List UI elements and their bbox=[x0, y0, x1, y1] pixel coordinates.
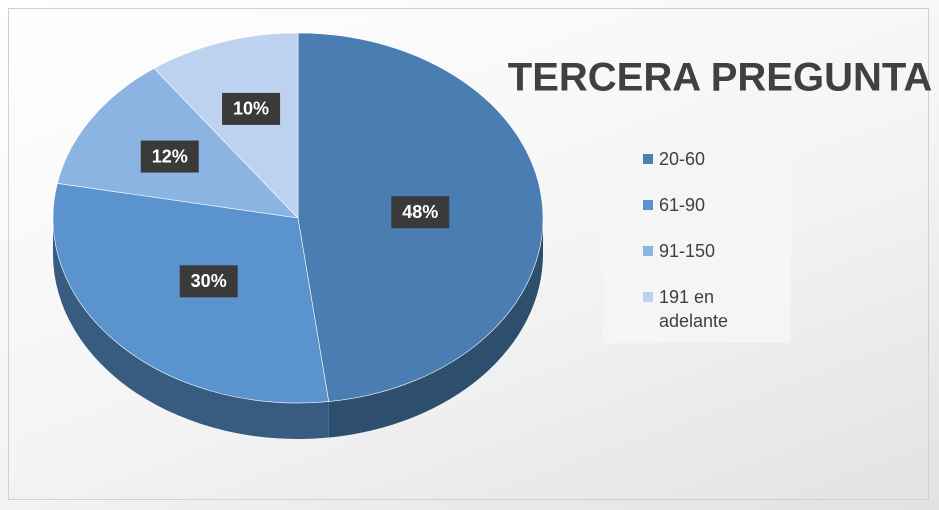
chart-frame bbox=[8, 8, 929, 500]
legend-item: 61-90 bbox=[643, 193, 791, 217]
pie-slices bbox=[52, 32, 544, 404]
legend-swatch bbox=[643, 154, 653, 164]
pie-side bbox=[53, 218, 329, 440]
legend-label: 91-150 bbox=[659, 241, 716, 261]
data-label: 12% bbox=[152, 146, 188, 166]
legend-item: 20-60 bbox=[643, 147, 791, 171]
pie-sides bbox=[53, 218, 543, 440]
legend-item: 91-150 bbox=[643, 239, 791, 263]
data-label-box bbox=[222, 92, 281, 125]
legend-label: 191 en adelante bbox=[659, 287, 729, 331]
legend-label: 61-90 bbox=[659, 195, 706, 215]
data-label-box bbox=[140, 140, 199, 173]
pie-side bbox=[328, 218, 543, 438]
data-label-box bbox=[391, 196, 450, 229]
pie-slice bbox=[153, 32, 299, 219]
data-label: 30% bbox=[191, 271, 227, 291]
legend-item: 191 en adelante bbox=[643, 285, 791, 333]
data-labels: 48% 30% 12% 10% bbox=[140, 92, 450, 298]
legend-swatch bbox=[643, 292, 653, 302]
legend-label: 20-60 bbox=[659, 149, 706, 169]
legend-swatch bbox=[643, 246, 653, 256]
data-label: 48% bbox=[402, 202, 438, 222]
legend-swatch bbox=[643, 200, 653, 210]
data-label: 10% bbox=[233, 99, 269, 119]
legend: 20-60 61-90 91-150 191 en adelante bbox=[603, 145, 791, 343]
chart-title: TERCERA PREGUNTA bbox=[508, 56, 932, 100]
data-label-box bbox=[179, 265, 238, 298]
